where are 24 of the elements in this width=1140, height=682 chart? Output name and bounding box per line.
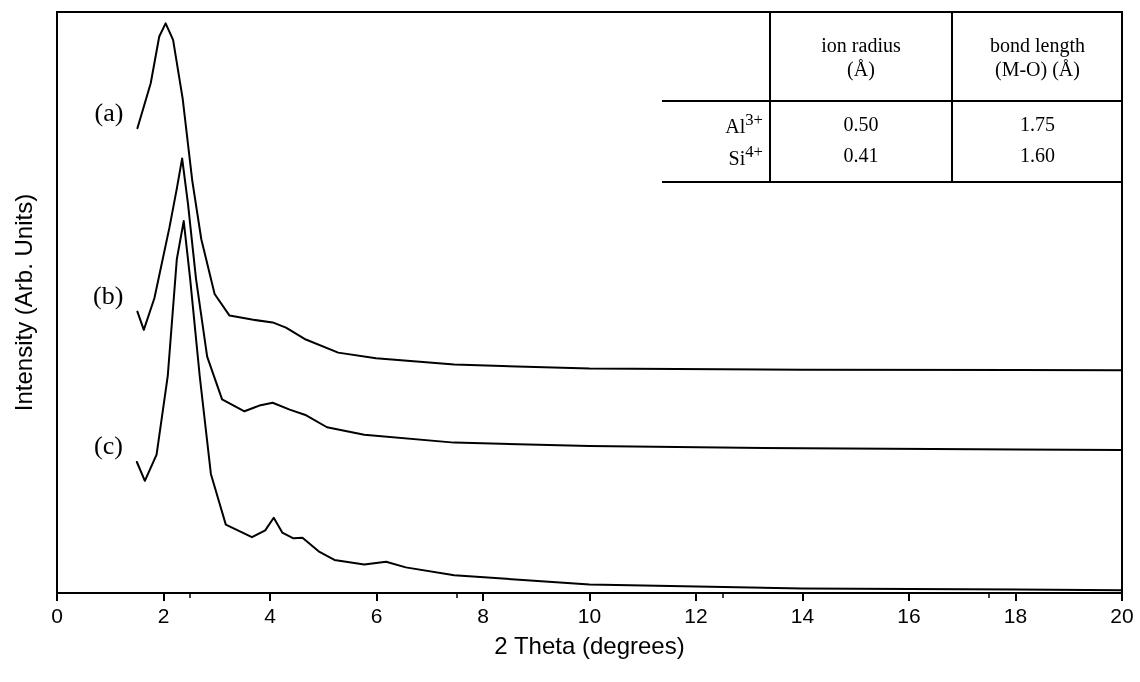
x-tick-label: 14 <box>790 604 815 627</box>
series-label: (c) <box>94 431 123 461</box>
x-tick-label: 16 <box>897 604 921 627</box>
annotation: 1.60 <box>952 139 1122 183</box>
annotation: ion radius (Å) <box>820 32 902 81</box>
x-tick-label: 6 <box>370 604 383 627</box>
x-axis-title: 2 Theta (degrees) <box>494 631 685 659</box>
series-label: (a) <box>94 97 124 127</box>
x-tick-label: 20 <box>1110 604 1134 627</box>
annotation: bond length (M-O) (Å) <box>989 32 1086 81</box>
annotation: Si$^{4+}$ <box>662 139 770 183</box>
annotation: 1.75 <box>952 101 1122 140</box>
x-tick-label: 18 <box>1003 604 1028 627</box>
y-axis-title: Intensity (Arb. Units) <box>9 193 37 412</box>
x-tick-label: 4 <box>264 604 277 627</box>
annotation: 0.50 <box>770 101 952 140</box>
x-tick-label: 0 <box>51 604 63 627</box>
annotation: Al$^{3+}$ <box>724 109 764 139</box>
x-tick-label: 2 <box>157 604 170 627</box>
x-tick-label: 12 <box>684 604 708 627</box>
series-label: (b) <box>93 281 124 311</box>
x-tick-label: 8 <box>477 604 489 627</box>
annotation: 0.41 <box>770 139 952 183</box>
x-tick-label: 10 <box>577 604 602 627</box>
